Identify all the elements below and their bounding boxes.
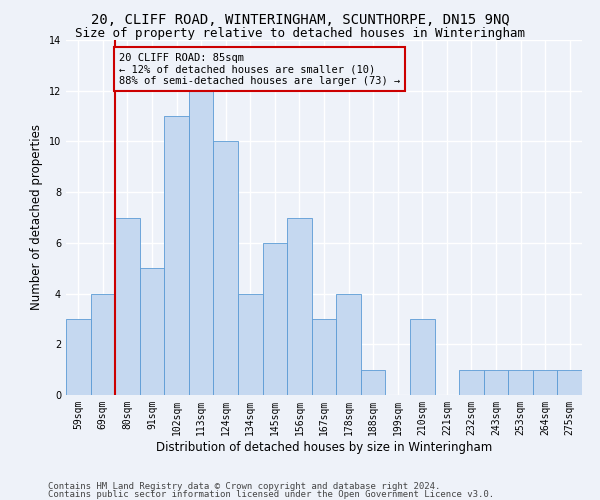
Bar [140,268,164,395]
Bar [66,319,91,395]
Text: 20 CLIFF ROAD: 85sqm
← 12% of detached houses are smaller (10)
88% of semi-detac: 20 CLIFF ROAD: 85sqm ← 12% of detached h… [119,52,400,86]
Bar [164,116,189,395]
Y-axis label: Number of detached properties: Number of detached properties [30,124,43,310]
Bar [361,370,385,395]
Bar [459,370,484,395]
Bar [263,243,287,395]
Bar [508,370,533,395]
Bar [557,370,582,395]
Bar [410,319,434,395]
Text: Size of property relative to detached houses in Winteringham: Size of property relative to detached ho… [75,28,525,40]
Bar [336,294,361,395]
Bar [189,90,214,395]
X-axis label: Distribution of detached houses by size in Winteringham: Distribution of detached houses by size … [156,440,492,454]
Bar [91,294,115,395]
Bar [312,319,336,395]
Text: Contains HM Land Registry data © Crown copyright and database right 2024.: Contains HM Land Registry data © Crown c… [48,482,440,491]
Bar [533,370,557,395]
Text: 20, CLIFF ROAD, WINTERINGHAM, SCUNTHORPE, DN15 9NQ: 20, CLIFF ROAD, WINTERINGHAM, SCUNTHORPE… [91,12,509,26]
Bar [214,142,238,395]
Bar [484,370,508,395]
Bar [238,294,263,395]
Bar [287,218,312,395]
Bar [115,218,140,395]
Text: Contains public sector information licensed under the Open Government Licence v3: Contains public sector information licen… [48,490,494,499]
